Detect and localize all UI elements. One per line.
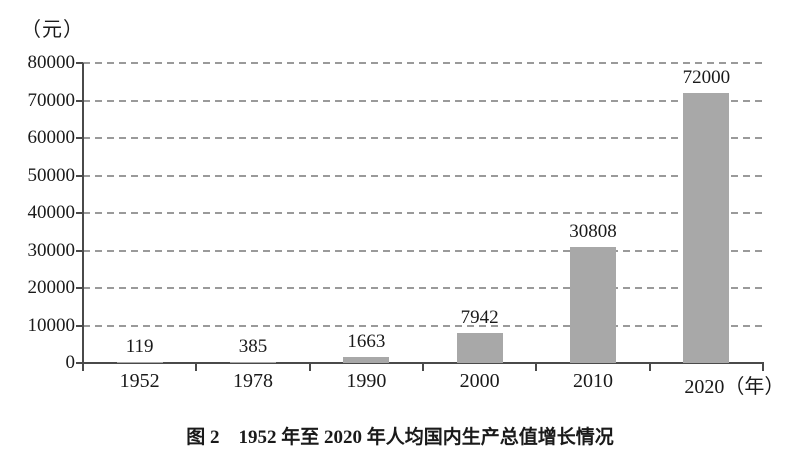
y-tick-label: 50000 <box>27 164 76 186</box>
gridline <box>83 137 763 139</box>
bar <box>343 356 390 363</box>
y-tick-mark <box>76 249 83 252</box>
x-tick-mark <box>195 363 198 371</box>
x-tick-mark <box>422 363 424 371</box>
gridline <box>83 174 763 177</box>
y-tick-mark <box>76 287 83 289</box>
figure-caption: 图 2 1952 年至 2020 年人均国内生产总值增长情况 <box>186 427 614 448</box>
y-tick-label: 20000 <box>27 277 76 298</box>
y-tick-label: 70000 <box>27 89 76 111</box>
gridline <box>83 62 763 64</box>
x-tick-mark <box>762 363 764 371</box>
bar <box>456 333 503 363</box>
bar <box>570 247 616 363</box>
y-axis-unit-label: （元） <box>21 19 84 41</box>
y-tick-label: 40000 <box>27 202 76 223</box>
bar-value-label: 30808 <box>569 221 617 243</box>
y-tick-mark <box>76 212 83 214</box>
bar-value-label: 7942 <box>460 307 499 329</box>
x-tick-label: 2000 <box>459 370 500 392</box>
y-tick-label: 0 <box>65 352 76 373</box>
gridline <box>83 324 763 327</box>
bar-value-label: 119 <box>125 335 154 357</box>
plot-area: 0 10000 20000 30000 40000 50000 60000 70000 8000… <box>27 52 785 398</box>
x-tick-label: 1990 <box>346 370 387 392</box>
bar <box>230 361 276 363</box>
y-tick-mark <box>76 324 83 327</box>
y-tick-label: 80000 <box>27 52 76 73</box>
y-tick-label: 30000 <box>27 239 76 261</box>
y-tick-mark <box>76 137 83 139</box>
x-tick-label: 1952 <box>119 370 160 392</box>
x-tick-mark <box>82 363 84 371</box>
bar-value-label: 72000 <box>682 67 731 88</box>
gridline <box>83 249 763 252</box>
bar <box>683 93 730 363</box>
bar <box>116 361 163 363</box>
x-tick-mark <box>535 363 538 371</box>
x-tick-label: 2020（年） <box>684 376 785 398</box>
x-tick-mark <box>648 363 651 371</box>
x-tick-label: 1978 <box>233 370 273 392</box>
y-tick-mark <box>76 362 83 364</box>
y-tick-label: 60000 <box>27 127 76 148</box>
y-tick-mark <box>76 62 83 64</box>
y-tick-mark <box>76 99 83 102</box>
y-tick-label: 10000 <box>27 314 76 336</box>
x-tick-mark <box>308 363 311 371</box>
y-axis-line <box>82 63 84 365</box>
y-tick-mark <box>76 174 83 177</box>
gridline <box>83 99 763 102</box>
gridline <box>83 212 763 214</box>
x-tick-label: 2010 <box>573 370 613 392</box>
bar-value-label: 1663 <box>347 330 386 352</box>
bar-value-label: 385 <box>238 335 268 357</box>
gridline <box>83 287 763 289</box>
